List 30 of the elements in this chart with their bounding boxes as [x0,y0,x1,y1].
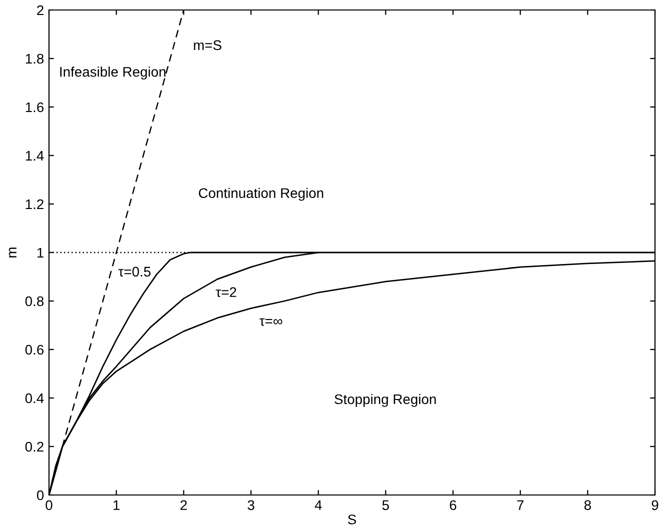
y-tick-label: 1.8 [26,54,44,64]
x-tick-label: 9 [652,500,658,510]
x-tick-label: 4 [314,500,322,510]
y-tick-label: 0.4 [25,393,44,404]
y-tick-label: 2 [37,5,44,16]
y-tick-label: 1.6 [26,102,44,112]
x-tick-label: 0 [46,500,52,510]
series-label: τ=∞ [260,318,282,326]
x-tick-label: 7 [517,500,524,510]
x-axis-title: S [348,514,356,524]
y-tick-label: 0.6 [25,344,44,355]
x-tick-label: 2 [180,500,187,510]
x-tick-label: 6 [450,500,456,510]
x-tick-label: 5 [382,500,389,510]
annotation: Stopping Region [334,394,436,407]
y-tick-label: 0 [36,490,44,500]
x-tick-label: 1 [114,500,120,510]
y-tick-label: 0.2 [25,442,44,452]
series-label: m=S [194,40,222,50]
series-label: τ=0.5 [118,266,151,277]
annotation: Infeasible Region [60,66,166,80]
x-tick-label: 3 [248,500,254,510]
annotation: Continuation Region [198,188,324,201]
series-label: τ=2 [216,287,236,298]
y-tick-label: 1 [37,248,44,258]
y-tick-label: 1.4 [26,150,44,161]
y-axis-title: m [8,248,16,258]
y-tick-label: 1.2 [26,199,44,210]
y-tick-label: 0.8 [25,296,44,306]
x-tick-label: 8 [584,500,591,510]
